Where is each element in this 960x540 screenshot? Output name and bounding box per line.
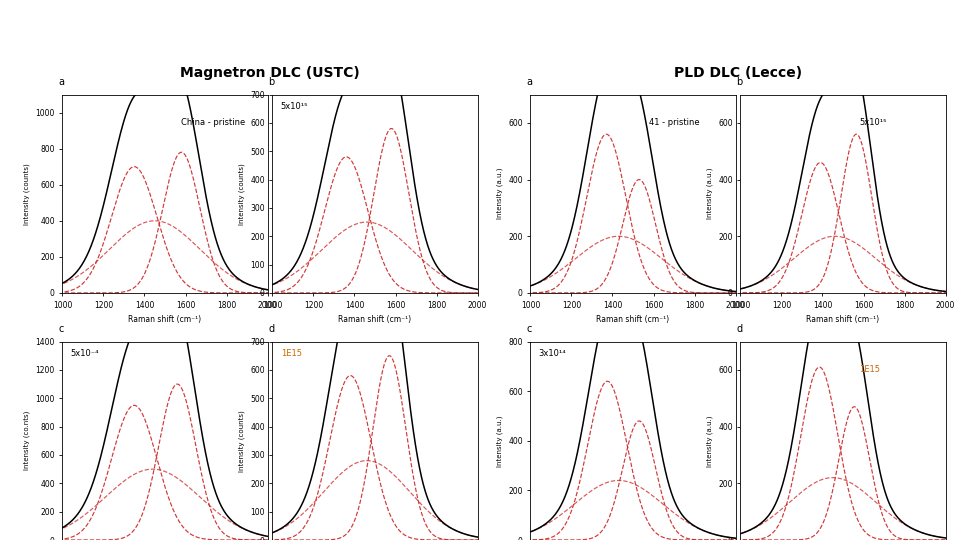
Text: a: a xyxy=(526,77,532,86)
Y-axis label: Intensity (a.u.): Intensity (a.u.) xyxy=(707,415,712,467)
Text: Raman spectra evolution following irradiation: Raman spectra evolution following irradi… xyxy=(14,21,364,36)
Text: 3x10¹⁴: 3x10¹⁴ xyxy=(539,349,566,359)
Text: China - pristine: China - pristine xyxy=(181,118,246,127)
X-axis label: Raman shift (cm⁻¹): Raman shift (cm⁻¹) xyxy=(596,315,669,324)
Y-axis label: Intensity (counts): Intensity (counts) xyxy=(238,163,245,225)
Text: Magnetron DLC (USTC): Magnetron DLC (USTC) xyxy=(180,66,360,80)
Text: a: a xyxy=(59,77,64,86)
Text: 1E15: 1E15 xyxy=(859,366,880,374)
Y-axis label: Intensity (co.nts): Intensity (co.nts) xyxy=(23,411,30,470)
Y-axis label: Intensity (a.u.): Intensity (a.u.) xyxy=(496,415,503,467)
Text: c: c xyxy=(526,323,532,334)
Text: b: b xyxy=(736,77,742,86)
Text: d: d xyxy=(736,323,742,334)
Text: 41 - pristine: 41 - pristine xyxy=(649,118,700,127)
Text: PLD DLC (Lecce): PLD DLC (Lecce) xyxy=(674,66,802,80)
Y-axis label: Intensity (counts): Intensity (counts) xyxy=(238,410,245,471)
Text: 1E15: 1E15 xyxy=(280,349,301,359)
X-axis label: Raman shift (cm⁻¹): Raman shift (cm⁻¹) xyxy=(339,315,412,324)
X-axis label: Raman shift (cm⁻¹): Raman shift (cm⁻¹) xyxy=(806,315,879,324)
Y-axis label: Intensity (a.u.): Intensity (a.u.) xyxy=(707,168,712,219)
Text: 5x10⁻⁴: 5x10⁻⁴ xyxy=(71,349,99,359)
Y-axis label: Intensity (counts): Intensity (counts) xyxy=(23,163,30,225)
Text: 5x10¹⁵: 5x10¹⁵ xyxy=(280,103,308,111)
Text: c: c xyxy=(59,323,63,334)
X-axis label: Raman shift (cm⁻¹): Raman shift (cm⁻¹) xyxy=(129,315,202,324)
Text: 5x10¹⁵: 5x10¹⁵ xyxy=(859,118,887,127)
Text: b: b xyxy=(268,77,275,86)
Y-axis label: Intensity (a.u.): Intensity (a.u.) xyxy=(496,168,503,219)
Text: d: d xyxy=(268,323,275,334)
